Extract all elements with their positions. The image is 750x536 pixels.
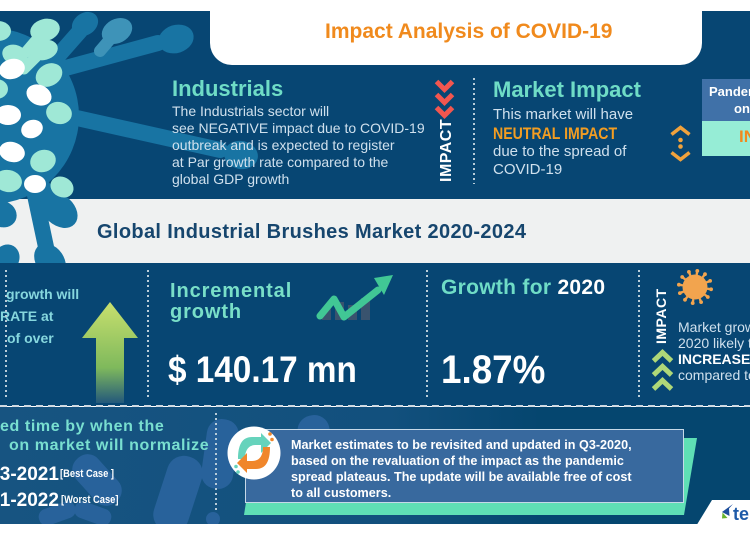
svg-text:te: te bbox=[733, 504, 749, 524]
